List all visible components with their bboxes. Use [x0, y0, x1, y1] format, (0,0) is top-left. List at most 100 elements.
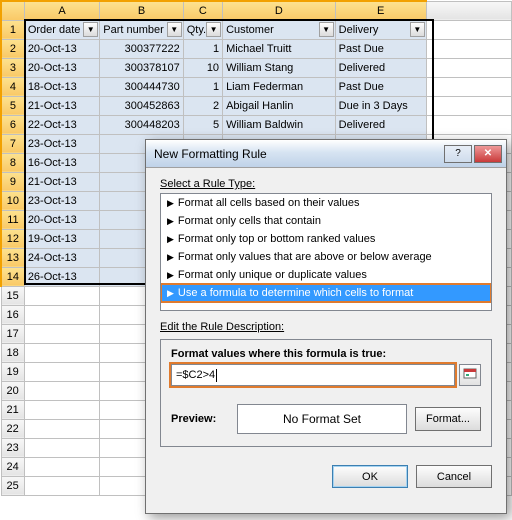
cell[interactable]: [24, 362, 99, 381]
cell[interactable]: 10: [183, 58, 222, 77]
filter-dropdown-icon[interactable]: ▼: [167, 22, 182, 37]
cell[interactable]: Past Due: [335, 39, 426, 58]
row-header-21[interactable]: 21: [1, 400, 24, 419]
row-header-23[interactable]: 23: [1, 438, 24, 457]
col-header-D[interactable]: D: [223, 1, 336, 20]
cell[interactable]: 5: [183, 115, 222, 134]
row-header-24[interactable]: 24: [1, 457, 24, 476]
rule-type-item[interactable]: ▶Format only top or bottom ranked values: [161, 230, 491, 248]
cell[interactable]: [24, 343, 99, 362]
cell[interactable]: [24, 381, 99, 400]
col-header-B[interactable]: B: [100, 1, 183, 20]
cell[interactable]: Liam Federman: [223, 77, 336, 96]
rule-type-item[interactable]: ▶Format only values that are above or be…: [161, 248, 491, 266]
row-header-22[interactable]: 22: [1, 419, 24, 438]
row-header-11[interactable]: 11: [1, 210, 24, 229]
cancel-button[interactable]: Cancel: [416, 465, 492, 488]
col-header-A[interactable]: A: [24, 1, 99, 20]
row-header-6[interactable]: 6: [1, 115, 24, 134]
row-header-25[interactable]: 25: [1, 476, 24, 495]
row-header-3[interactable]: 3: [1, 58, 24, 77]
select-all-corner[interactable]: [1, 1, 24, 20]
cell[interactable]: [24, 438, 99, 457]
row-header-16[interactable]: 16: [1, 305, 24, 324]
cell[interactable]: 20-Oct-13: [24, 210, 99, 229]
cell[interactable]: William Stang: [223, 58, 336, 77]
row-header-9[interactable]: 9: [1, 172, 24, 191]
cell[interactable]: 22-Oct-13: [24, 115, 99, 134]
cell[interactable]: Delivered: [335, 115, 426, 134]
row-header-18[interactable]: 18: [1, 343, 24, 362]
cell[interactable]: 300377222: [100, 39, 183, 58]
row-header-20[interactable]: 20: [1, 381, 24, 400]
cell[interactable]: Past Due: [335, 77, 426, 96]
cell[interactable]: 16-Oct-13: [24, 153, 99, 172]
rule-type-item[interactable]: ▶Format all cells based on their values: [161, 194, 491, 212]
close-button[interactable]: ✕: [474, 145, 502, 163]
cell[interactable]: 300444730: [100, 77, 183, 96]
cell[interactable]: 18-Oct-13: [24, 77, 99, 96]
col-header-C[interactable]: C: [183, 1, 222, 20]
cell[interactable]: 20-Oct-13: [24, 58, 99, 77]
cell[interactable]: 300378107: [100, 58, 183, 77]
row-header-15[interactable]: 15: [1, 286, 24, 305]
cell[interactable]: [24, 400, 99, 419]
help-button[interactable]: ?: [444, 145, 472, 163]
range-selector-button[interactable]: [459, 364, 481, 386]
rule-type-item[interactable]: ▶Use a formula to determine which cells …: [161, 284, 491, 302]
format-button[interactable]: Format...: [415, 407, 481, 431]
row-header-4[interactable]: 4: [1, 77, 24, 96]
cell[interactable]: 2: [183, 96, 222, 115]
cell[interactable]: 26-Oct-13: [24, 267, 99, 286]
row-header-12[interactable]: 12: [1, 229, 24, 248]
cell[interactable]: 19-Oct-13: [24, 229, 99, 248]
cell[interactable]: Delivered: [335, 58, 426, 77]
cell[interactable]: 23-Oct-13: [24, 191, 99, 210]
rule-type-item[interactable]: ▶Format only unique or duplicate values: [161, 266, 491, 284]
rule-type-item[interactable]: ▶Format only cells that contain: [161, 212, 491, 230]
rule-type-list[interactable]: ▶Format all cells based on their values▶…: [160, 193, 492, 311]
row-header-10[interactable]: 10: [1, 191, 24, 210]
filter-dropdown-icon[interactable]: ▼: [206, 22, 221, 37]
col-header-E[interactable]: E: [335, 1, 426, 20]
cell[interactable]: 1: [183, 39, 222, 58]
ok-button[interactable]: OK: [332, 465, 408, 488]
cell[interactable]: Delivery▼: [335, 20, 426, 39]
row-header-1[interactable]: 1: [1, 20, 24, 39]
cell[interactable]: 24-Oct-13: [24, 248, 99, 267]
cell[interactable]: [24, 324, 99, 343]
row-header-14[interactable]: 14: [1, 267, 24, 286]
cell[interactable]: 21-Oct-13: [24, 96, 99, 115]
cell[interactable]: [24, 476, 99, 495]
cell[interactable]: [24, 419, 99, 438]
cell[interactable]: Qty.▼: [183, 20, 222, 39]
filter-dropdown-icon[interactable]: ▼: [319, 22, 334, 37]
row-header-19[interactable]: 19: [1, 362, 24, 381]
cell[interactable]: [24, 457, 99, 476]
cell[interactable]: 1: [183, 77, 222, 96]
cell[interactable]: Michael Truitt: [223, 39, 336, 58]
row-header-7[interactable]: 7: [1, 134, 24, 153]
row-header-5[interactable]: 5: [1, 96, 24, 115]
cell[interactable]: 20-Oct-13: [24, 39, 99, 58]
cell[interactable]: 300452863: [100, 96, 183, 115]
row-header-8[interactable]: 8: [1, 153, 24, 172]
cell[interactable]: 21-Oct-13: [24, 172, 99, 191]
row-header-13[interactable]: 13: [1, 248, 24, 267]
filter-dropdown-icon[interactable]: ▼: [410, 22, 425, 37]
cell[interactable]: Customer▼: [223, 20, 336, 39]
cell[interactable]: Due in 3 Days: [335, 96, 426, 115]
formula-input[interactable]: =$C2>4: [171, 364, 455, 386]
row-header-17[interactable]: 17: [1, 324, 24, 343]
cell[interactable]: [24, 305, 99, 324]
cell[interactable]: William Baldwin: [223, 115, 336, 134]
cell[interactable]: Part number▼: [100, 20, 183, 39]
cell[interactable]: 23-Oct-13: [24, 134, 99, 153]
filter-dropdown-icon[interactable]: ▼: [83, 22, 98, 37]
cell[interactable]: Abigail Hanlin: [223, 96, 336, 115]
cell[interactable]: 300448203: [100, 115, 183, 134]
cell[interactable]: Order date▼: [24, 20, 99, 39]
dialog-titlebar[interactable]: New Formatting Rule ? ✕: [146, 140, 506, 168]
row-header-2[interactable]: 2: [1, 39, 24, 58]
cell[interactable]: [24, 286, 99, 305]
